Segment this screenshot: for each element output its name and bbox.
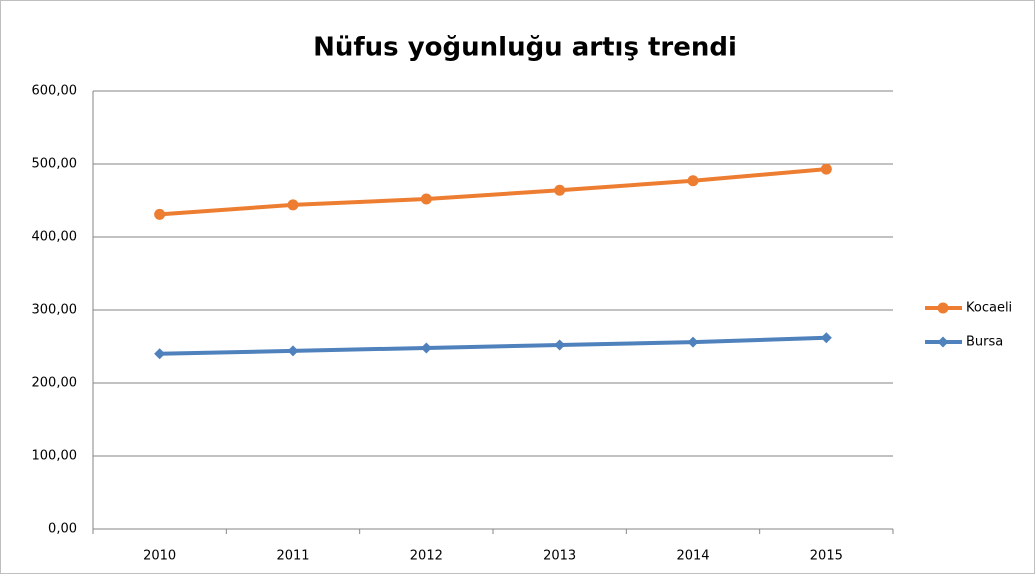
chart-title: Nüfus yoğunluğu artış trendi	[313, 33, 737, 63]
legend-marker	[937, 302, 949, 314]
y-tick-label: 400,00	[32, 230, 78, 245]
legend-marker	[937, 336, 949, 348]
data-point	[420, 193, 432, 205]
data-point	[287, 345, 299, 357]
y-tick-label: 500,00	[32, 157, 78, 172]
x-tick-label: 2015	[810, 549, 843, 564]
data-point	[687, 336, 699, 348]
data-point	[687, 175, 699, 187]
data-point	[554, 184, 566, 196]
legend-label: Kocaeli	[966, 301, 1012, 316]
series-line	[159, 335, 827, 356]
y-tick-label: 600,00	[32, 84, 78, 99]
series-line	[159, 167, 827, 217]
y-tick-label: 300,00	[32, 303, 78, 318]
x-tick-label: 2013	[543, 549, 576, 564]
x-tick-label: 2014	[676, 549, 709, 564]
legend-label: Bursa	[966, 335, 1003, 350]
y-tick-label: 100,00	[32, 449, 78, 464]
data-point	[420, 342, 432, 354]
data-point	[820, 163, 832, 175]
x-tick-label: 2011	[276, 549, 309, 564]
x-tick-label: 2010	[143, 549, 176, 564]
data-point	[820, 332, 832, 344]
y-tick-label: 0,00	[48, 522, 77, 537]
y-tick-label: 200,00	[32, 376, 78, 391]
data-point	[554, 339, 566, 351]
data-point	[154, 348, 166, 360]
data-point	[154, 208, 166, 220]
data-point	[287, 199, 299, 211]
x-tick-label: 2012	[410, 549, 443, 564]
